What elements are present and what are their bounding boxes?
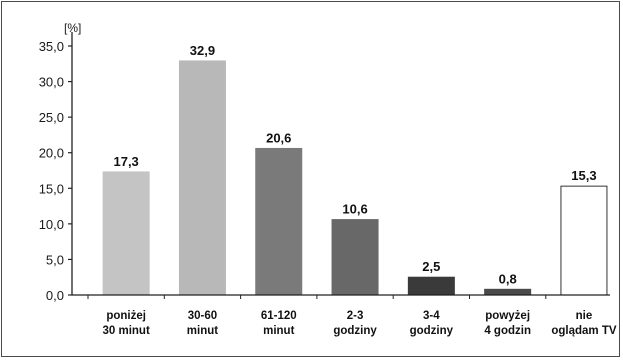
category-label: 4 godzin (484, 325, 531, 337)
bar (255, 147, 303, 296)
data-label: 17,3 (113, 154, 138, 169)
y-tick-label: 15,0 (39, 181, 64, 196)
category-label: powyżej (485, 310, 530, 322)
y-tick-label: 0,0 (46, 288, 64, 303)
bar-chart: 0,0 5,0 10,0 15,0 20,0 25,0 30,0 35,0 17,3 32,9 2… (39, 21, 617, 337)
category-label: godziny (410, 325, 454, 337)
category-label: 3-4 (423, 310, 440, 322)
bar (560, 185, 608, 296)
category-label: 61-120 (261, 310, 297, 322)
y-tick-label: 35,0 (39, 39, 64, 54)
bar (178, 60, 226, 296)
category-label: oglądam TV (551, 325, 617, 337)
data-label: 10,6 (342, 202, 367, 217)
category-label: godziny (333, 325, 377, 337)
y-tick-label: 20,0 (39, 146, 64, 161)
data-label: 15,3 (571, 168, 596, 183)
data-label: 0,8 (499, 271, 517, 286)
bar (102, 171, 150, 296)
y-tick-label: 10,0 (39, 217, 64, 232)
x-axis: poniżej 30 minut 30-60 minut 61-120 minut 2-3 g… (72, 294, 617, 337)
data-label: 32,9 (190, 43, 215, 58)
bar (331, 219, 379, 296)
category-label: nie (576, 310, 593, 322)
y-tick-label: 5,0 (46, 252, 64, 267)
y-axis: 0,0 5,0 10,0 15,0 20,0 25,0 30,0 35,0 (39, 32, 73, 303)
bars: 17,3 32,9 20,6 10,6 2,5 0,8 15,3 (102, 43, 608, 296)
chart-frame: 0,0 5,0 10,0 15,0 20,0 25,0 30,0 35,0 17,3 32,9 2… (1, 1, 620, 357)
y-tick-label: 30,0 (39, 75, 64, 90)
category-label: minut (263, 325, 294, 337)
data-label: 2,5 (422, 259, 440, 274)
category-label: minut (187, 325, 218, 337)
bar (407, 276, 455, 296)
y-unit-label: [%] (64, 21, 81, 35)
y-tick-label: 25,0 (39, 110, 64, 125)
category-label: 2-3 (347, 310, 364, 322)
category-label: 30-60 (188, 310, 217, 322)
category-label: 30 minut (103, 325, 150, 337)
bar (484, 288, 532, 296)
category-label: poniżej (106, 310, 146, 322)
data-label: 20,6 (266, 130, 291, 145)
